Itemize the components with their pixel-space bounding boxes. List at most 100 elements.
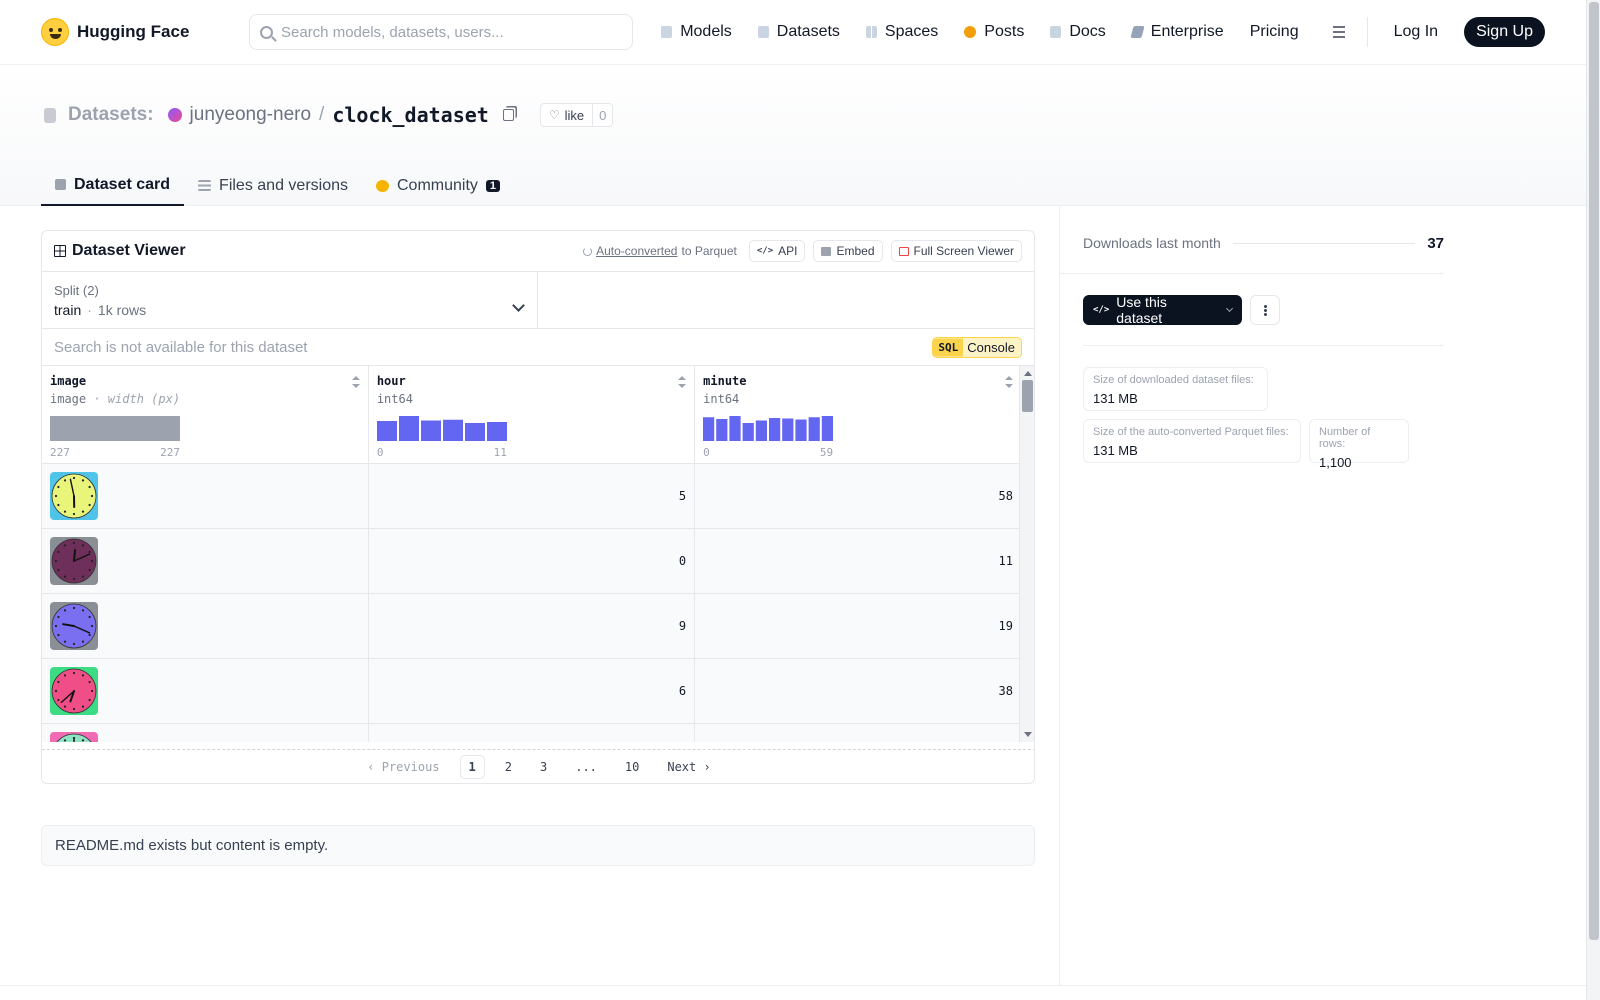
section-label[interactable]: Datasets:: [68, 104, 154, 125]
pager-page[interactable]: 10: [624, 759, 640, 774]
sort-icon[interactable]: [678, 376, 687, 388]
histogram-bar[interactable]: [755, 420, 768, 442]
refresh-icon: [583, 246, 593, 256]
clock-image-thumbnail[interactable]: [50, 731, 98, 743]
api-button[interactable]: </> API: [748, 240, 806, 262]
nav-label: Spaces: [884, 23, 939, 40]
cell-hour[interactable]: 5: [368, 463, 696, 529]
use-this-dataset-button[interactable]: </> Use this dataset: [1083, 294, 1242, 326]
embed-button[interactable]: Embed: [813, 240, 883, 262]
histogram-bar[interactable]: [782, 418, 794, 442]
clock-image-thumbnail[interactable]: [50, 536, 98, 585]
scroll-up-arrow-icon[interactable]: [1024, 371, 1032, 376]
histogram-bar[interactable]: [50, 416, 180, 441]
pager-next[interactable]: Next ›: [667, 759, 711, 774]
cell-hour[interactable]: [368, 723, 696, 742]
cell-hour[interactable]: 6: [368, 658, 696, 724]
more-options-button[interactable]: [1250, 295, 1280, 325]
nav-item-posts[interactable]: Posts: [964, 23, 1024, 41]
like-button[interactable]: ♡ like 0: [539, 103, 614, 127]
full-screen-viewer-button[interactable]: Full Screen Viewer: [890, 240, 1022, 262]
stat-parquet-size: Size of the auto-converted Parquet files…: [1083, 419, 1301, 463]
sort-icon[interactable]: [351, 376, 360, 388]
cell-minute[interactable]: 38: [694, 658, 1021, 724]
split-select[interactable]: Split (2) train · 1k rows: [42, 272, 538, 328]
histogram-bar[interactable]: [376, 421, 397, 441]
clock-tick: [88, 680, 91, 683]
auto-converted-link[interactable]: Auto-converted: [596, 244, 678, 258]
copy-icon[interactable]: [502, 109, 514, 121]
cell-image[interactable]: [42, 658, 369, 724]
split-label: Split (2): [54, 283, 99, 298]
histogram-bar[interactable]: [464, 423, 485, 441]
pager-previous[interactable]: ‹ Previous: [367, 759, 440, 774]
table-scrollbar[interactable]: [1019, 366, 1034, 742]
brand-logo[interactable]: Hugging Face: [41, 18, 209, 46]
histogram-bar[interactable]: [729, 416, 741, 441]
scrollbar-thumb[interactable]: [1022, 380, 1033, 412]
table-row[interactable]: [42, 723, 1021, 742]
nav-item-docs[interactable]: Docs: [1050, 23, 1106, 41]
clock-tick: [57, 503, 60, 506]
nav-item-datasets[interactable]: Datasets: [757, 23, 840, 41]
table-row[interactable]: 6 38: [42, 658, 1021, 724]
cell-minute[interactable]: 19: [694, 593, 1021, 659]
cell-hour[interactable]: 9: [368, 593, 696, 659]
cell-image[interactable]: [42, 593, 369, 659]
histogram-bar[interactable]: [398, 416, 419, 441]
posts-bubble-icon: [964, 26, 977, 38]
code-icon: </>: [756, 246, 774, 256]
column-header-minute[interactable]: minute int64 0 59: [694, 366, 1021, 464]
clock-tick: [63, 574, 67, 578]
pager-page[interactable]: 1: [459, 754, 485, 779]
column-header-image[interactable]: image image · width (px) 227 227: [42, 366, 369, 464]
histogram-bar[interactable]: [769, 418, 781, 441]
hist-min: 227: [50, 446, 70, 459]
cell-image[interactable]: [42, 723, 369, 743]
histogram-bar[interactable]: [742, 423, 754, 441]
histogram-bar[interactable]: [716, 419, 728, 441]
clock-image-thumbnail[interactable]: [50, 601, 98, 650]
scroll-down-arrow-icon[interactable]: [1024, 732, 1032, 737]
table-row[interactable]: 9 19: [42, 593, 1021, 659]
signup-button[interactable]: Sign Up: [1464, 17, 1545, 47]
page-scrollbar-thumb[interactable]: [1589, 2, 1599, 940]
page-scrollbar[interactable]: [1586, 0, 1600, 1000]
nav-item-spaces[interactable]: Spaces: [865, 23, 939, 41]
sort-icon[interactable]: [1005, 376, 1013, 388]
sql-console-button[interactable]: SQL Console: [932, 336, 1022, 358]
owner-link[interactable]: junyeong-nero: [189, 104, 312, 125]
histogram-bar[interactable]: [795, 419, 807, 442]
clock-tick: [72, 707, 76, 710]
clock-image-thumbnail[interactable]: [50, 666, 98, 715]
column-header-hour[interactable]: hour int64 0 11: [368, 366, 696, 464]
cell-minute[interactable]: [694, 723, 1021, 742]
pager-page[interactable]: 3: [539, 759, 548, 774]
histogram-bar[interactable]: [821, 416, 834, 441]
cell-image[interactable]: [42, 528, 369, 594]
histogram-bar[interactable]: [442, 419, 463, 441]
tab-community[interactable]: Community 1: [362, 165, 514, 206]
cell-minute[interactable]: 11: [694, 528, 1021, 594]
tab-files-and-versions[interactable]: Files and versions: [184, 165, 362, 206]
histogram-bar[interactable]: [486, 422, 507, 441]
histogram-bar[interactable]: [808, 417, 820, 441]
community-icon: [376, 179, 389, 192]
repo-name[interactable]: clock_dataset: [332, 103, 489, 127]
histogram-bar[interactable]: [703, 417, 715, 441]
nav-item-enterprise[interactable]: Enterprise: [1130, 23, 1224, 41]
nav-item-models[interactable]: Models: [661, 23, 732, 41]
cell-hour[interactable]: 0: [368, 528, 696, 594]
global-search-input[interactable]: Search models, datasets, users...: [249, 14, 633, 50]
login-link[interactable]: Log In: [1393, 23, 1439, 40]
table-row[interactable]: 0 11: [42, 528, 1021, 594]
pager-page[interactable]: 2: [504, 759, 512, 774]
nav-item-pricing[interactable]: Pricing: [1250, 23, 1299, 41]
tab-dataset-card[interactable]: Dataset card: [41, 165, 185, 206]
table-row[interactable]: 5 58: [42, 463, 1021, 529]
clock-image-thumbnail[interactable]: [50, 471, 98, 520]
histogram-bar[interactable]: [420, 420, 441, 442]
more-menu-icon[interactable]: [1325, 26, 1345, 38]
cell-minute[interactable]: 58: [694, 463, 1021, 529]
cell-image[interactable]: [42, 463, 369, 529]
